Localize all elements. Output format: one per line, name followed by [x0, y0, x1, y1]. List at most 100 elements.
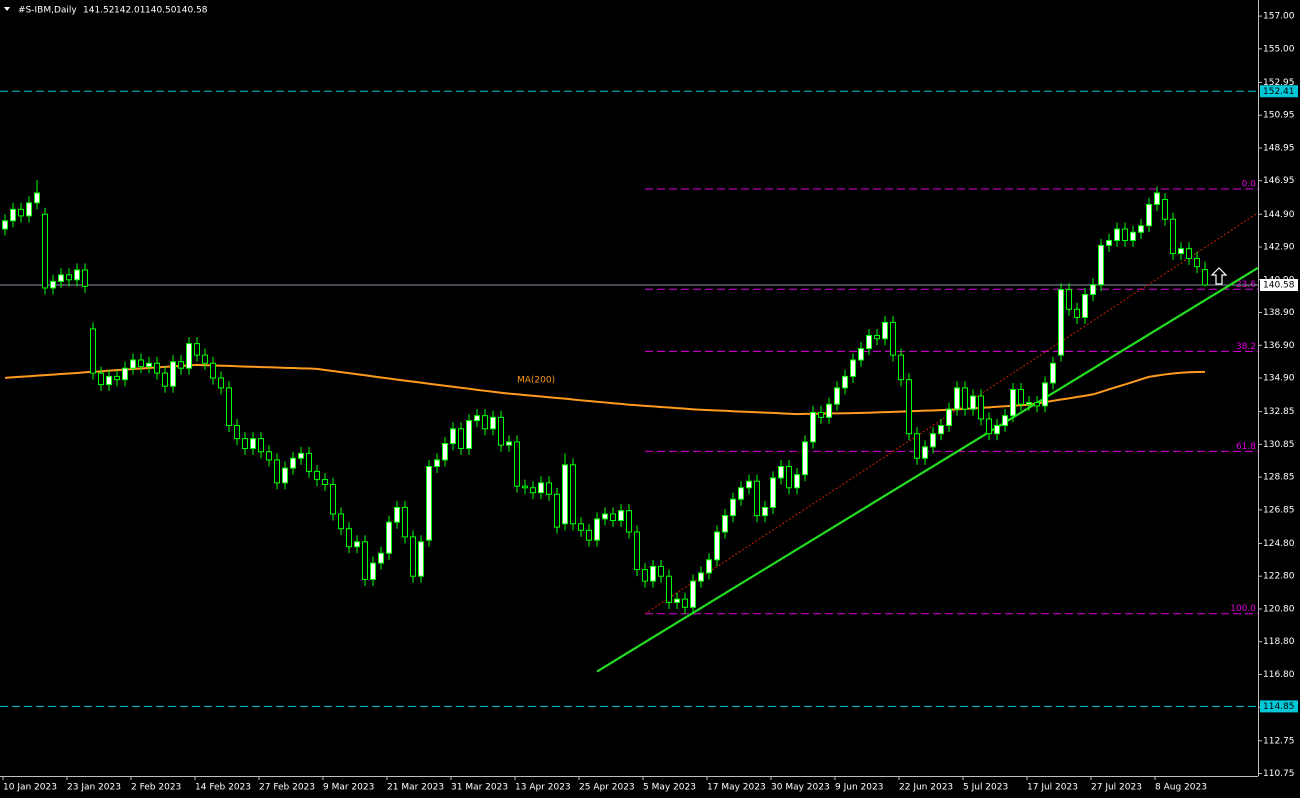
candle-body [842, 375, 848, 389]
candle-body [50, 280, 56, 289]
candle-body [74, 269, 80, 281]
candle-body [978, 395, 984, 420]
candle-body [42, 213, 48, 289]
candle-body [130, 359, 136, 369]
header-high: 142.01 [114, 6, 146, 16]
candle-body [770, 477, 776, 508]
candle-body [346, 528, 352, 548]
candle-body [450, 428, 456, 445]
candle-body [1130, 231, 1136, 241]
candle-body [954, 387, 960, 410]
candle-body [562, 464, 568, 525]
candle-body [402, 506, 408, 538]
candle-body [314, 470, 320, 481]
y-tick-label: 130.85 [1263, 440, 1295, 450]
x-tick-label: 8 Aug 2023 [1155, 783, 1207, 793]
y-tick-label: 124.80 [1263, 539, 1295, 549]
x-tick-label: 9 Mar 2023 [323, 783, 374, 793]
candle-body [234, 425, 240, 440]
y-tick-label: 136.90 [1263, 341, 1295, 351]
candle-body [1098, 244, 1104, 286]
candle-body [410, 536, 416, 577]
candle-body [98, 372, 104, 386]
candle-body [154, 362, 160, 374]
candle-body [66, 274, 72, 281]
candle-body [474, 415, 480, 422]
candle-body [586, 529, 592, 541]
candle-body [194, 343, 200, 356]
candle-body [202, 354, 208, 364]
candle-body [722, 515, 728, 533]
candle-body [802, 441, 808, 476]
candle-body [386, 521, 392, 554]
candle-body [506, 441, 512, 446]
x-tick-label: 27 Jul 2023 [1091, 783, 1142, 793]
x-tick-label: 9 Jun 2023 [835, 783, 883, 793]
candle-body [1146, 203, 1152, 227]
y-tick-label: 138.90 [1263, 308, 1295, 318]
candle-body [1194, 257, 1200, 268]
candle-body [1122, 228, 1128, 241]
candle-body [826, 403, 832, 418]
candle-body [138, 359, 144, 368]
candle-body [554, 493, 560, 528]
candle-body [674, 598, 680, 603]
candle-body [1066, 289, 1072, 310]
x-tick-label: 14 Feb 2023 [195, 783, 251, 793]
candle-body [2, 220, 8, 230]
candle-body [34, 192, 40, 204]
candle-body [922, 446, 928, 459]
x-tick-label: 5 Jul 2023 [963, 783, 1008, 793]
candle-body [418, 541, 424, 577]
candle-body [666, 575, 672, 603]
candle-body [114, 375, 120, 381]
candle-body [1082, 294, 1088, 318]
candle-body [466, 420, 472, 449]
level-label-box [1260, 85, 1298, 98]
candle-body [146, 362, 152, 368]
candle-body [970, 395, 976, 410]
candle-body [1138, 225, 1144, 233]
candle-body [538, 482, 544, 494]
y-tick-label: 142.90 [1263, 243, 1295, 253]
candle-body [930, 433, 936, 448]
x-tick-label: 22 Jun 2023 [899, 783, 953, 793]
candle-body [26, 202, 32, 217]
candle-body [18, 208, 24, 217]
x-tick-label: 31 Mar 2023 [451, 783, 508, 793]
candle-body [370, 562, 376, 580]
candle-body [594, 518, 600, 541]
x-tick-label: 5 May 2023 [643, 783, 696, 793]
candle-body [1202, 269, 1208, 286]
y-tick-label: 157.00 [1263, 12, 1295, 22]
candle-body [650, 565, 656, 582]
candle-body [626, 510, 632, 533]
candle-body [266, 451, 272, 461]
candle-body [482, 415, 488, 430]
y-tick-label: 148.95 [1263, 143, 1295, 153]
candle-body [1154, 192, 1160, 205]
candle-body [306, 452, 312, 472]
candle-body [1026, 402, 1032, 405]
candle-body [498, 416, 504, 446]
candle-body [938, 425, 944, 435]
y-tick-label: 122.80 [1263, 572, 1295, 582]
candle-body [1018, 389, 1024, 405]
candle-body [762, 506, 768, 517]
candle-body [634, 531, 640, 571]
candle-body [394, 506, 400, 523]
candle-body [1178, 248, 1184, 255]
bid-label: 140.58 [1263, 281, 1295, 291]
candle-body [850, 359, 856, 377]
candle-body [882, 321, 888, 340]
candle-body [570, 464, 576, 525]
x-tick-label: 13 Apr 2023 [515, 783, 571, 793]
y-tick-label: 128.85 [1263, 473, 1295, 483]
candle-body [986, 418, 992, 435]
candle-body [1058, 289, 1064, 356]
ma-label: MA(200) [517, 376, 555, 386]
y-tick-label: 116.80 [1263, 670, 1295, 680]
candle-body [578, 523, 584, 531]
candle-body [730, 498, 736, 517]
candle-body [242, 438, 248, 449]
